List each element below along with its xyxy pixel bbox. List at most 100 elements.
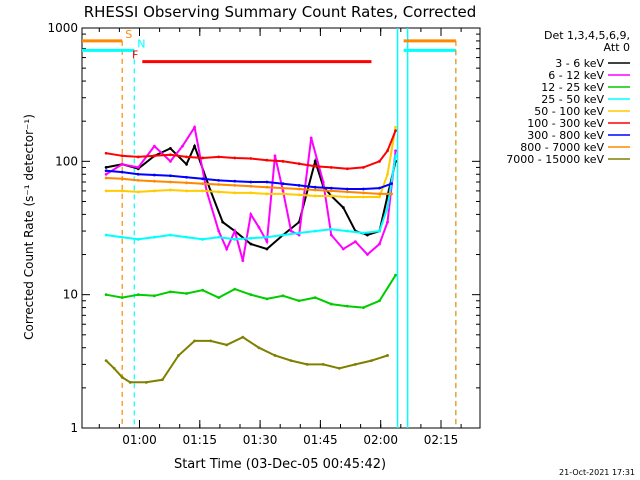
series-point-3: [136, 237, 140, 241]
series-point-6: [152, 173, 156, 177]
series-point-6: [362, 187, 365, 191]
series-point-0: [249, 242, 253, 246]
flag-label-S: S: [125, 28, 132, 41]
series-point-1: [136, 166, 140, 169]
series-point-7: [217, 183, 221, 186]
series-point-0: [265, 247, 269, 251]
series-point-2: [394, 273, 397, 277]
series-point-2: [329, 302, 333, 306]
series-point-1: [273, 154, 277, 158]
series-point-7: [104, 176, 108, 180]
series-point-0: [366, 233, 369, 237]
series-point-6: [378, 186, 381, 190]
series-point-8: [209, 339, 213, 343]
series-point-5: [185, 155, 188, 159]
series-point-5: [378, 159, 381, 163]
series-point-2: [120, 296, 124, 300]
series-point-6: [104, 169, 108, 173]
series-point-8: [161, 378, 164, 382]
series-point-5: [152, 154, 156, 158]
x-tick-label: 02:00: [363, 433, 398, 447]
series-point-1: [181, 144, 184, 148]
flag-label-N: N: [137, 37, 145, 50]
legend-label-0: 3 - 6 keV: [555, 57, 604, 70]
series-point-0: [341, 206, 345, 209]
series-point-7: [281, 186, 285, 190]
series-point-1: [366, 253, 369, 256]
series-point-8: [305, 362, 309, 366]
timestamp: 21-Oct-2021 17:31: [559, 468, 635, 477]
series-point-7: [249, 184, 253, 188]
series-point-3: [297, 231, 301, 235]
legend-label-1: 6 - 12 keV: [548, 69, 604, 82]
series-point-8: [177, 354, 180, 357]
series-point-2: [313, 296, 317, 300]
series-point-3: [152, 235, 156, 239]
series-point-3: [249, 236, 253, 240]
series-point-6: [233, 179, 237, 183]
series-point-6: [217, 178, 221, 182]
legend-label-5: 100 - 300 keV: [527, 117, 604, 130]
series-point-0: [104, 166, 108, 169]
series-point-1: [257, 225, 261, 229]
series-point-3: [394, 154, 397, 158]
series-point-0: [169, 147, 172, 150]
series-point-5: [297, 162, 301, 166]
x-axis-label: Start Time (03-Dec-05 00:45:42): [174, 457, 386, 472]
legend-label-3: 25 - 50 keV: [541, 93, 604, 106]
series-point-8: [128, 380, 132, 384]
series-point-5: [281, 159, 285, 163]
x-tick-label: 01:00: [122, 433, 157, 447]
series-point-3: [120, 235, 124, 239]
series-line-8: [105, 336, 388, 384]
flag-label-F: F: [132, 49, 138, 62]
series-point-8: [104, 359, 108, 363]
series-point-8: [112, 366, 116, 370]
series-point-5: [169, 153, 172, 157]
series-point-3: [169, 233, 172, 237]
series-point-1: [152, 144, 156, 148]
y-tick-label: 1000: [47, 21, 78, 35]
series-point-8: [273, 354, 277, 357]
series-point-6: [136, 172, 140, 176]
series-point-8: [120, 375, 124, 379]
series-point-2: [104, 293, 108, 297]
series-point-6: [201, 177, 205, 181]
series-point-5: [386, 149, 389, 153]
series-point-5: [249, 157, 253, 160]
series-point-8: [321, 362, 325, 366]
series-point-2: [217, 296, 221, 300]
series-point-7: [185, 181, 188, 185]
series-point-7: [313, 188, 317, 192]
series-point-2: [265, 297, 269, 301]
series-point-4: [362, 195, 365, 199]
series-point-3: [201, 237, 205, 241]
series-point-1: [233, 229, 237, 233]
series-point-2: [169, 290, 172, 294]
series-point-1: [193, 125, 196, 129]
series-point-6: [297, 183, 301, 187]
series-point-1: [120, 162, 124, 166]
series-point-0: [193, 144, 196, 148]
series-point-1: [265, 240, 269, 244]
series-point-5: [201, 156, 205, 160]
series-point-4: [329, 194, 333, 198]
series-point-1: [241, 259, 245, 263]
series-point-3: [378, 229, 381, 233]
series-point-4: [185, 189, 188, 193]
series-point-5: [313, 164, 317, 168]
series-point-4: [378, 195, 381, 199]
series-point-8: [337, 366, 341, 370]
series-point-4: [394, 125, 397, 129]
series-point-1: [329, 233, 333, 237]
series-point-4: [233, 191, 237, 195]
series-point-4: [152, 189, 156, 193]
series-line-1: [105, 124, 397, 261]
series-point-4: [120, 189, 124, 193]
series-point-4: [265, 192, 269, 196]
series-point-8: [386, 354, 389, 357]
series-point-1: [297, 233, 301, 237]
series-point-8: [241, 335, 245, 339]
series-point-6: [313, 185, 317, 189]
